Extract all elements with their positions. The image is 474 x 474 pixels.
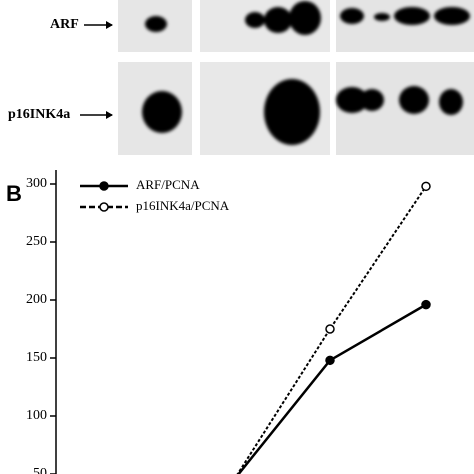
plot-area [236,181,431,474]
legend-marker [99,181,109,191]
blot-panel: ARF p16INK4a [8,0,474,155]
y-tick-label: 300 [26,176,47,191]
data-point [421,299,431,310]
data-point [325,324,335,334]
blot-label: ARF [50,17,79,32]
blot-label: p16INK4a [8,107,70,122]
y-tick-label: 200 [26,292,47,307]
legend-label: p16INK4a/PCNA [136,198,230,213]
legend-marker [99,202,109,212]
y-tick-label: 100 [26,408,47,423]
y-tick-label: 250 [26,234,47,249]
data-point [325,355,335,366]
data-point [421,181,431,192]
y-tick-label: 50 [33,466,47,474]
y-tick-label: 150 [26,350,47,365]
panel-label: B [6,181,22,206]
legend-label: ARF/PCNA [136,177,200,192]
